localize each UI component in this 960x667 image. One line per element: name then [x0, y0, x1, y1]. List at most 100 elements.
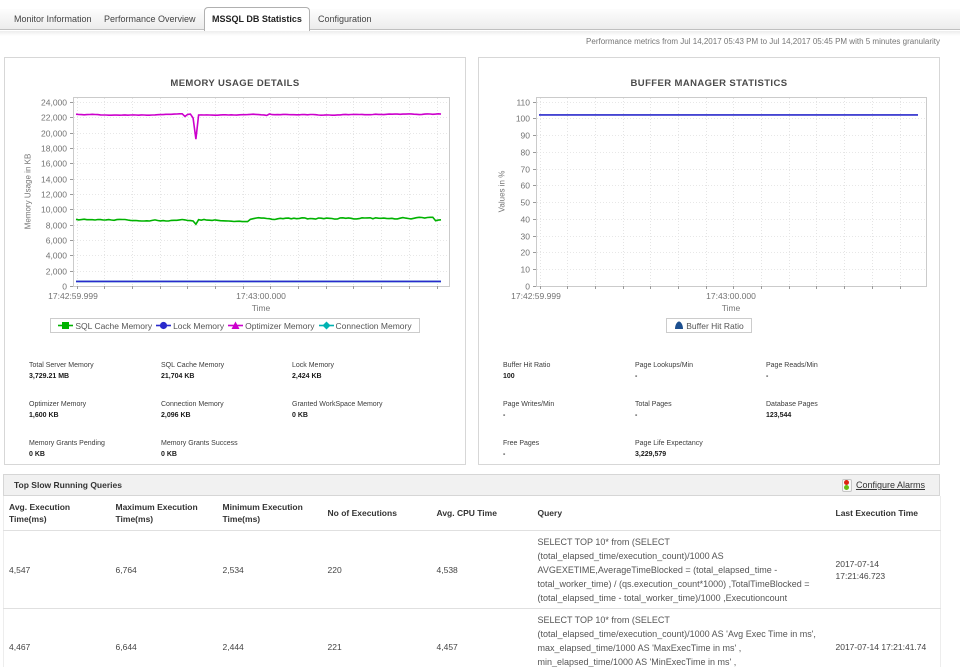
y-tick-label: 12,000: [41, 190, 67, 200]
y-tick-label: 4,000: [46, 251, 68, 261]
y-tick-label: 2,000: [46, 267, 68, 277]
y-tick-label: 0: [525, 282, 530, 292]
stat-memory-grants-success: Memory Grants Success 0 KB: [161, 440, 238, 458]
legend-marker-shape: [159, 321, 168, 330]
stat-connection-memory: Connection Memory 2,096 KB: [161, 401, 224, 419]
col-query: Query: [532, 496, 831, 531]
y-tick-label: 10: [521, 265, 531, 275]
stat-sql-cache-memory: SQL Cache Memory 21,704 KB: [161, 362, 225, 380]
cell-maximum-execution-time: 6,764: [110, 530, 218, 609]
legend-label: Optimizer Memory: [245, 320, 315, 331]
cell-avg-execution-time: 4,547: [3, 530, 111, 609]
alarm-red-dot: [844, 479, 850, 485]
y-tick-label: 14,000: [41, 175, 67, 185]
performance-metrics-note: Performance metrics from Jul 14,2017 05:…: [586, 37, 940, 46]
stat-page-writes-min: Page Writes/Min -: [503, 401, 555, 419]
y-tick-label: 90: [521, 131, 531, 141]
legend-label: Buffer Hit Ratio: [686, 320, 744, 331]
cell-query: SELECT TOP 10* from (SELECT (total_elaps…: [532, 608, 831, 667]
alarm-icon: [841, 478, 852, 492]
tab-bar-shadow: [0, 31, 960, 36]
y-tick-label: 50: [521, 198, 531, 208]
tab-configuration[interactable]: Configuration: [318, 14, 372, 24]
buffer-manager-chart: 0 10 20 30 40 50 60 70 80 90 100 110 17:42:59.999 17:…: [511, 97, 927, 301]
stat-optimizer-memory: Optimizer Memory 1,600 KB: [29, 401, 87, 419]
col-minimum-execution-time: Minimum Execution Time(ms): [217, 496, 323, 531]
tab-mssql-db-statistics[interactable]: MSSQL DB Statistics: [204, 7, 310, 31]
cell-last-execution-time: 2017-07-14 17:21:41.74: [830, 608, 941, 667]
alarm-green-dot: [844, 485, 850, 491]
cell-no-of-executions: 221: [322, 608, 432, 667]
legend-item-sql-cache-memory: SQL Cache Memory: [58, 321, 152, 331]
plot-area: [536, 97, 927, 287]
tab-performance-overview[interactable]: Performance Overview: [104, 14, 196, 24]
table-header-row: Avg. Execution Time(ms) Maximum Executio…: [3, 496, 941, 531]
y-tick-label: 18,000: [41, 144, 67, 154]
cell-last-execution-time: 2017-07-14 17:21:46.723: [830, 530, 941, 609]
x-tick-label: 17:42:59.999: [511, 291, 561, 301]
y-tick-label: 40: [521, 215, 531, 225]
slow-queries-table: Avg. Execution Time(ms) Maximum Executio…: [3, 496, 941, 667]
legend-marker-shape: [62, 322, 70, 329]
y-tick-label: 80: [521, 148, 531, 158]
legend-marker-triangle-icon: [228, 321, 244, 329]
stat-page-lookups-min: Page Lookups/Min -: [635, 362, 693, 380]
y-tick-label: 20: [521, 248, 531, 258]
legend-marker-shape: [675, 321, 684, 329]
buffer-legend-box: Buffer Hit Ratio: [666, 318, 752, 333]
cell-avg-cpu-time: 4,538: [431, 530, 533, 609]
buffer-manager-panel: BUFFER MANAGER STATISTICS 0 10 20 30 40 50 60 7…: [478, 57, 940, 465]
y-tick-label: 16,000: [41, 159, 67, 169]
cell-no-of-executions: 220: [322, 530, 432, 609]
tab-monitor-information[interactable]: Monitor Information: [14, 14, 92, 24]
chart-line-sql-cache-memory: [75, 216, 442, 226]
memory-usage-chart: 0 2,000 4,000 6,000 8,000 10,000 12,000 14,000 1…: [41, 97, 450, 301]
memory-usage-panel: MEMORY USAGE DETAILS 0 2,000 4,000 6,000 8,0…: [4, 57, 466, 465]
memory-chart-y-axis-label: Memory Usage in KB: [23, 153, 33, 229]
legend-marker-shape: [322, 321, 331, 330]
legend-label: SQL Cache Memory: [75, 320, 153, 331]
y-tick-label: 30: [521, 232, 531, 242]
y-tick-label: 10,000: [41, 205, 67, 215]
cell-avg-execution-time: 4,467: [3, 608, 111, 667]
memory-chart-legend: SQL Cache Memory Lock Memory Optimizer Mem…: [5, 318, 465, 333]
y-tick-label: 22,000: [41, 113, 67, 123]
stat-page-life-expectancy: Page Life Expectancy 3,229,579: [635, 440, 703, 458]
col-maximum-execution-time: Maximum Execution Time(ms): [110, 496, 218, 531]
cell-maximum-execution-time: 6,644: [110, 608, 218, 667]
stat-database-pages: Database Pages 123,544: [766, 401, 818, 419]
cell-minimum-execution-time: 2,444: [217, 608, 323, 667]
legend-item-lock-memory: Lock Memory: [156, 321, 224, 331]
x-tick-label: 17:42:59.999: [48, 291, 98, 301]
stat-total-server-memory: Total Server Memory 3,729.21 MB: [29, 362, 94, 380]
stat-free-pages: Free Pages -: [503, 440, 540, 458]
legend-marker-square-icon: [58, 322, 74, 329]
col-avg-execution-time: Avg. Execution Time(ms): [3, 496, 111, 531]
y-tick-label: 110: [516, 98, 530, 108]
memory-legend-box: SQL Cache Memory Lock Memory Optimizer Mem…: [50, 318, 420, 333]
col-no-of-executions: No of Executions: [322, 496, 432, 531]
legend-label: Lock Memory: [173, 320, 225, 331]
configure-alarms: Configure Alarms: [841, 478, 939, 492]
configure-alarms-link[interactable]: Configure Alarms: [855, 480, 925, 490]
col-last-execution-time: Last Execution Time: [830, 496, 941, 531]
stat-page-reads-min: Page Reads/Min -: [766, 362, 818, 380]
stat-lock-memory: Lock Memory 2,424 KB: [292, 362, 335, 380]
legend-marker-diamond-icon: [318, 321, 334, 330]
plot-area: [73, 97, 450, 287]
legend-item-buffer-hit-ratio: Buffer Hit Ratio: [674, 320, 744, 331]
legend-marker-circle-icon: [156, 321, 172, 330]
table-row: 4,547 6,764 2,534 220 4,538 SELECT TOP 1…: [3, 530, 941, 609]
buffer-chart-title: BUFFER MANAGER STATISTICS: [630, 78, 788, 89]
x-tick-label: 17:43:00.000: [706, 291, 756, 301]
buffer-chart-x-axis-label: Time: [721, 303, 741, 313]
y-tick-label: 0: [62, 282, 67, 292]
y-tick-label: 24,000: [41, 98, 67, 108]
col-avg-cpu-time: Avg. CPU Time: [431, 496, 533, 531]
y-tick-label: 8,000: [46, 221, 68, 231]
y-tick-label: 100: [516, 114, 530, 124]
legend-item-optimizer-memory: Optimizer Memory: [228, 320, 315, 331]
cell-minimum-execution-time: 2,534: [217, 530, 323, 609]
cell-avg-cpu-time: 4,457: [431, 608, 533, 667]
